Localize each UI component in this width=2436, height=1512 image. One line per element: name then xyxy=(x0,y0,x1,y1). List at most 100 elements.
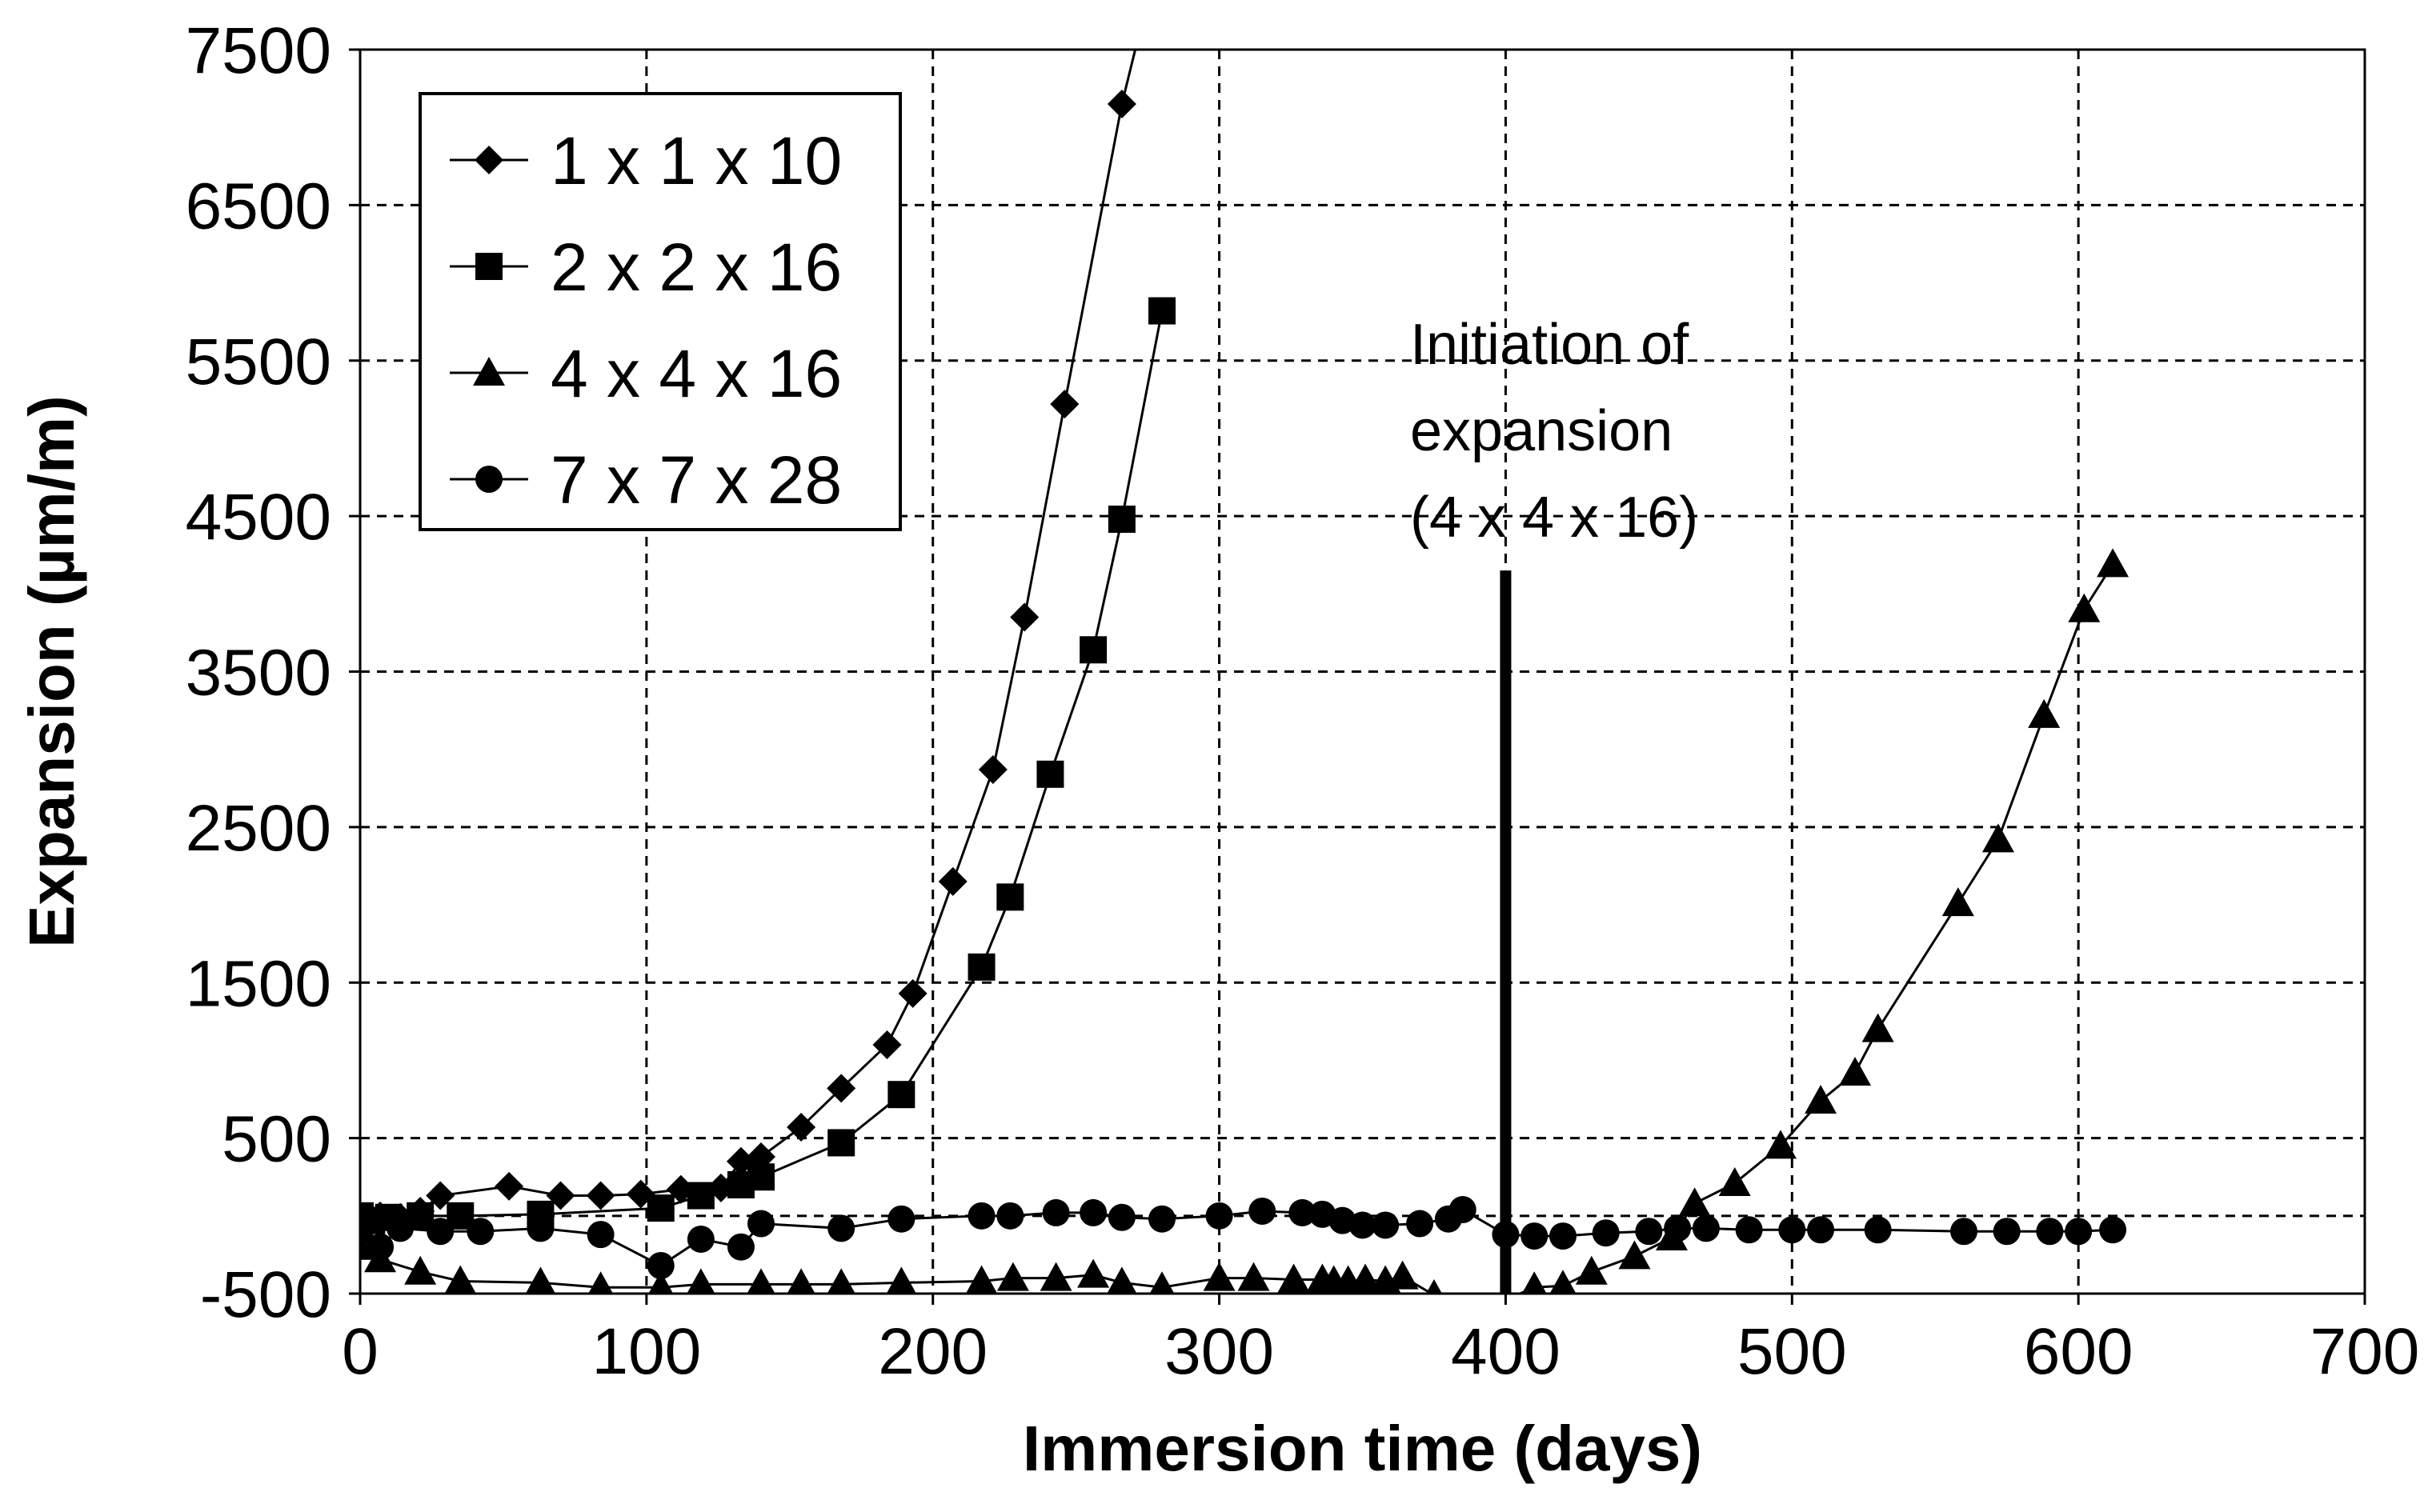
data-point-circle xyxy=(1692,1214,1720,1242)
data-point-circle xyxy=(687,1225,715,1253)
legend-marker-diamond xyxy=(475,146,503,174)
data-point-triangle xyxy=(1861,1013,1894,1042)
data-point-triangle xyxy=(1805,1084,1837,1114)
data-point-triangle xyxy=(588,1271,614,1294)
data-point-circle xyxy=(1807,1216,1835,1244)
data-point-circle xyxy=(747,1210,775,1238)
data-point-circle xyxy=(1042,1198,1070,1226)
data-point-circle xyxy=(1735,1216,1763,1244)
data-point-circle xyxy=(2036,1218,2064,1246)
data-point-square xyxy=(968,953,996,981)
x-tick-label: 600 xyxy=(2024,1315,2134,1388)
x-tick-label: 0 xyxy=(342,1315,379,1388)
y-tick-label: 4500 xyxy=(186,481,331,554)
data-point-circle xyxy=(427,1218,455,1246)
legend-entry: 1 x 1 x 10 xyxy=(450,123,842,198)
y-axis-title: Expansion (µm/m) xyxy=(16,395,87,948)
data-point-triangle xyxy=(1203,1262,1236,1291)
legend-label: 1 x 1 x 10 xyxy=(551,123,842,198)
data-point-circle xyxy=(1248,1197,1276,1225)
data-point-triangle xyxy=(886,1266,917,1294)
legend-entry: 7 x 7 x 28 xyxy=(450,442,842,518)
x-axis-title: Immersion time (days) xyxy=(1023,1413,1702,1484)
data-point-circle xyxy=(587,1221,615,1249)
data-point-triangle xyxy=(1425,1278,1442,1294)
data-point-triangle xyxy=(1678,1187,1711,1217)
data-point-square xyxy=(1148,297,1176,325)
data-point-circle xyxy=(387,1214,415,1242)
data-point-triangle xyxy=(404,1255,437,1285)
data-point-circle xyxy=(1549,1222,1577,1250)
data-point-circle xyxy=(1664,1214,1692,1242)
data-point-triangle xyxy=(1549,1270,1577,1294)
data-point-triangle xyxy=(444,1265,477,1294)
data-point-diamond xyxy=(787,1113,816,1142)
data-point-triangle xyxy=(1839,1056,1872,1086)
data-point-triangle xyxy=(648,1271,674,1294)
data-point-triangle xyxy=(1718,1166,1751,1196)
data-point-circle xyxy=(1406,1210,1434,1238)
data-point-triangle xyxy=(1981,823,2014,853)
data-point-diamond xyxy=(872,1030,902,1059)
data-point-square xyxy=(1036,760,1064,788)
data-point-triangle xyxy=(2097,548,2129,578)
y-tick-label: -500 xyxy=(200,1258,331,1331)
legend-label: 2 x 2 x 16 xyxy=(551,230,842,305)
data-point-triangle xyxy=(827,1268,855,1294)
data-point-triangle xyxy=(2068,593,2101,622)
data-point-triangle xyxy=(1149,1271,1175,1294)
data-point-circle xyxy=(1080,1198,1108,1226)
data-point-square xyxy=(747,1163,775,1191)
data-point-circle xyxy=(1148,1205,1176,1233)
data-point-diamond xyxy=(978,754,1008,784)
legend-marker-triangle xyxy=(473,357,505,386)
annotation-text: (4 x 4 x 16) xyxy=(1410,486,1698,550)
y-tick-label: 7500 xyxy=(186,14,331,87)
data-point-circle xyxy=(996,1202,1024,1230)
x-tick-label: 700 xyxy=(2310,1315,2420,1388)
data-point-triangle xyxy=(687,1268,715,1294)
data-point-diamond xyxy=(938,866,968,896)
data-point-circle xyxy=(1372,1211,1400,1239)
data-point-triangle xyxy=(1618,1240,1651,1270)
data-point-circle xyxy=(827,1214,855,1242)
x-tick-label: 200 xyxy=(878,1315,988,1388)
data-point-circle xyxy=(968,1202,996,1230)
legend: 1 x 1 x 10 2 x 2 x 16 4 x 4 x 16 7 x 7 x 28 xyxy=(419,92,902,531)
data-point-square xyxy=(1108,506,1136,534)
data-point-triangle xyxy=(1386,1260,1419,1290)
x-tick-label: 100 xyxy=(591,1315,701,1388)
data-point-circle xyxy=(1864,1216,1892,1244)
data-point-circle xyxy=(2099,1216,2127,1244)
legend-label: 7 x 7 x 28 xyxy=(551,442,842,518)
data-point-square xyxy=(827,1129,855,1157)
data-point-triangle xyxy=(1575,1255,1608,1285)
data-point-diamond xyxy=(495,1171,524,1201)
data-point-diamond xyxy=(1050,390,1080,419)
data-point-triangle xyxy=(1349,1263,1382,1293)
data-point-triangle xyxy=(2028,698,2061,728)
x-tick-label: 500 xyxy=(1737,1315,1847,1388)
data-point-triangle xyxy=(747,1268,775,1294)
data-point-triangle xyxy=(1237,1262,1270,1291)
axes: 0 100 200 300 400 500 600 700 -500 500 1500 2500 350… xyxy=(186,14,2420,1388)
data-point-circle xyxy=(887,1205,916,1233)
x-tick-label: 300 xyxy=(1164,1315,1274,1388)
data-point-circle xyxy=(1108,1203,1136,1231)
data-point-triangle xyxy=(1077,1258,1110,1288)
annotation-text: expansion xyxy=(1410,399,1673,463)
data-point-circle xyxy=(367,1233,395,1261)
legend-entry: 2 x 2 x 16 xyxy=(450,230,842,305)
y-tick-label: 6500 xyxy=(186,170,331,242)
data-point-circle xyxy=(1288,1198,1316,1226)
legend-marker-circle xyxy=(475,466,503,493)
legend-entry: 4 x 4 x 16 xyxy=(450,336,842,411)
data-point-circle xyxy=(1592,1219,1620,1247)
data-point-triangle xyxy=(1521,1271,1547,1294)
data-point-square xyxy=(996,883,1024,911)
data-point-diamond xyxy=(827,1074,856,1103)
data-point-circle xyxy=(1348,1211,1376,1239)
data-point-circle xyxy=(1448,1196,1476,1224)
data-point-circle xyxy=(1950,1218,1977,1246)
data-point-circle xyxy=(1520,1222,1549,1250)
